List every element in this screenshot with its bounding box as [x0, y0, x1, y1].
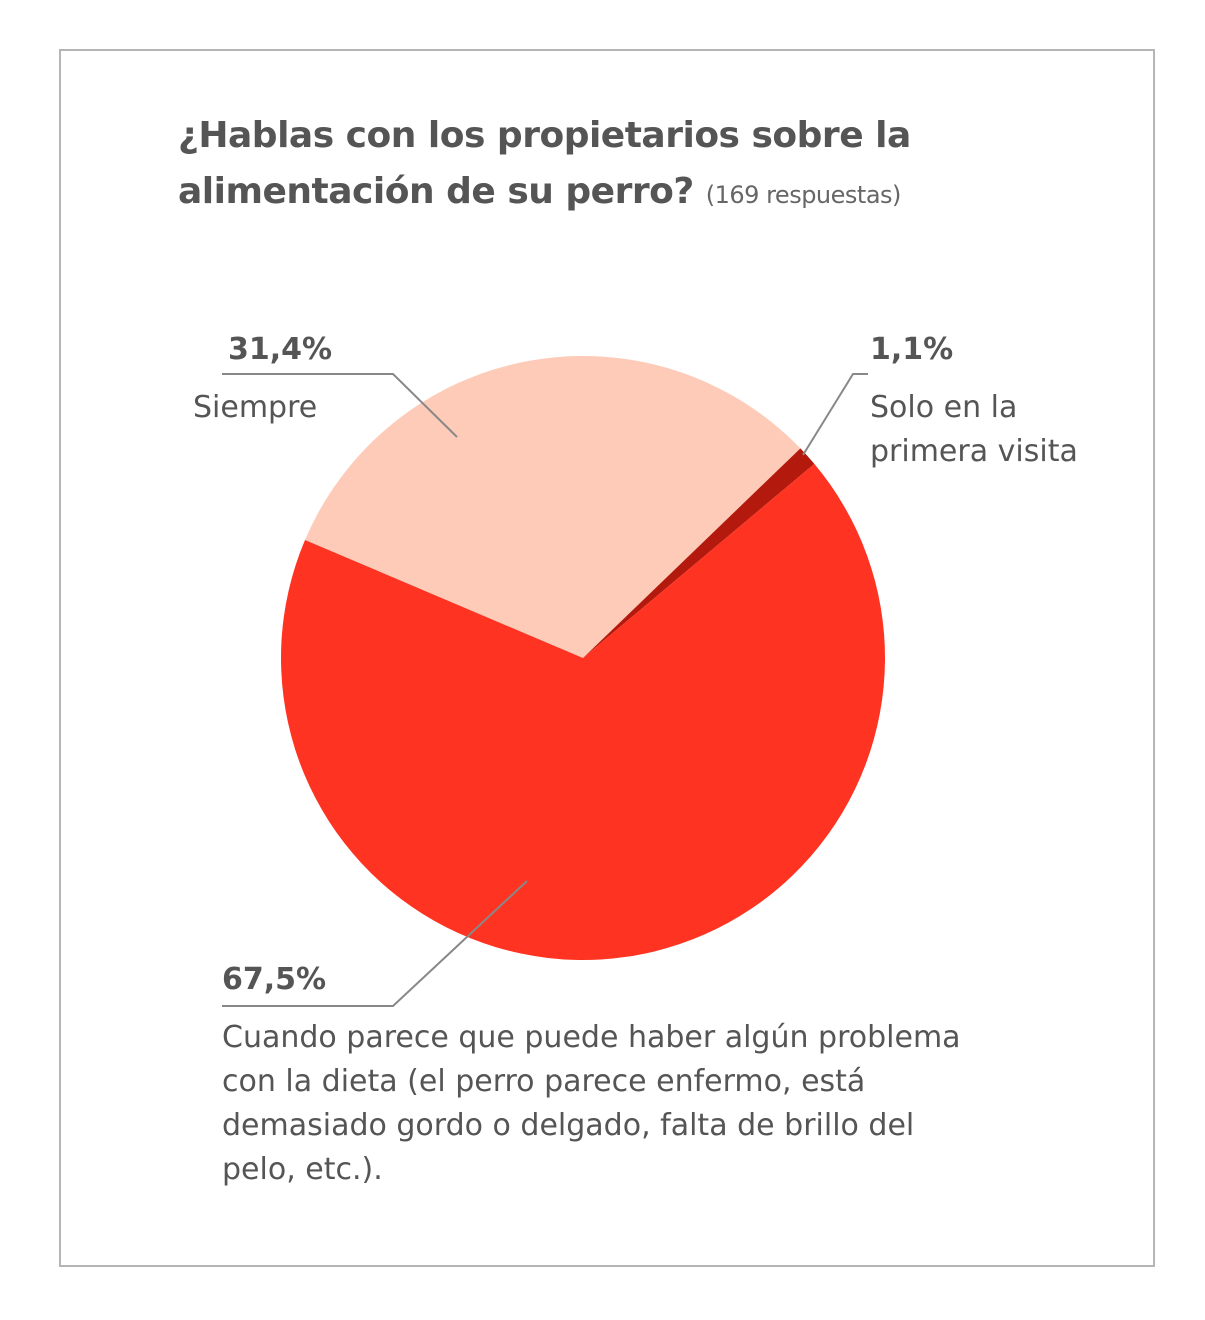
leader-line	[802, 373, 868, 456]
frame	[59, 49, 1155, 1267]
value-label: 31,4%	[228, 332, 333, 367]
slice-label: Siempre	[193, 390, 318, 425]
value-label: 1,1%	[870, 332, 954, 367]
pie-slice	[305, 355, 801, 658]
pie	[280, 355, 885, 961]
leader-line	[222, 880, 528, 1007]
chart-title: ¿Hablas con los propietarios sobre la al…	[178, 108, 998, 223]
slice-label: Solo en la primera visita	[870, 390, 1078, 469]
slice-label: Cuando parece que puede haber algún prob…	[222, 1020, 961, 1187]
pie-slice	[583, 448, 815, 658]
value-label: 67,5%	[222, 962, 327, 997]
pie-slice	[280, 463, 885, 961]
title-text: ¿Hablas con los propietarios sobre la al…	[178, 115, 911, 212]
subtitle: (169 respuestas)	[705, 181, 902, 209]
leader-line	[222, 373, 458, 438]
